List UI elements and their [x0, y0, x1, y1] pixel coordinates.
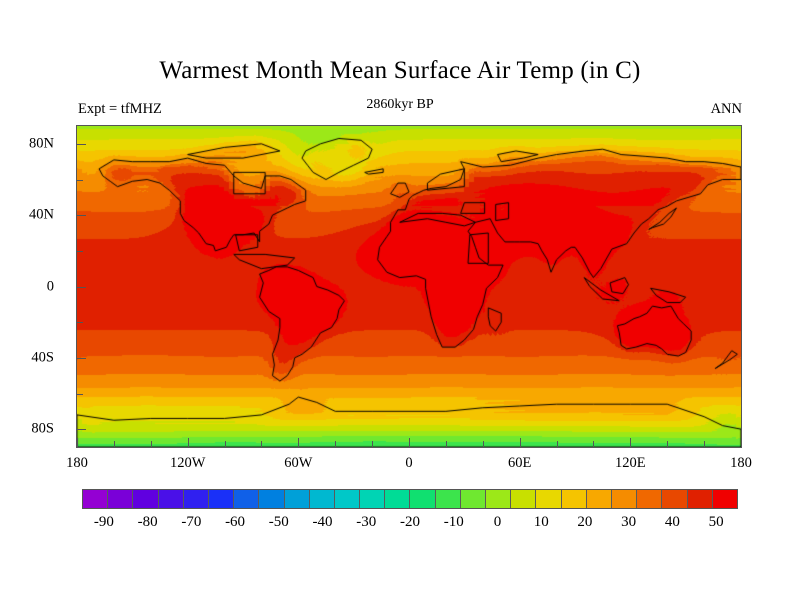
colorbar-swatch	[687, 490, 713, 508]
colorbar-swatch	[284, 490, 310, 508]
y-tick	[76, 322, 83, 324]
colorbar-tick-label: -40	[312, 514, 333, 530]
colorbar-swatch	[234, 490, 260, 508]
colorbar-tick-label: 20	[577, 514, 593, 530]
colorbar-tick-label: -70	[181, 514, 202, 530]
y-tick	[76, 179, 83, 181]
colorbar-tick-label: 10	[533, 514, 549, 530]
colorbar-swatch	[637, 490, 663, 508]
x-axis-label: 0	[405, 455, 413, 471]
x-axis-label: 60E	[507, 455, 532, 471]
colorbar-swatch	[586, 490, 612, 508]
x-tick	[150, 441, 152, 448]
page-title: Warmest Month Mean Surface Air Temp (in …	[159, 57, 641, 84]
x-tick	[298, 438, 300, 448]
colorbar-swatch	[385, 490, 411, 508]
y-axis-label: 40N	[29, 206, 54, 223]
y-axis-label: 0	[46, 278, 54, 294]
colorbar-swatch	[486, 490, 512, 508]
y-tick	[76, 429, 86, 431]
colorbar-swatch	[133, 490, 159, 508]
period-label: 2860kyr BP	[366, 97, 434, 112]
x-tick	[77, 438, 78, 448]
y-axis-label: 40S	[31, 349, 54, 366]
x-tick	[741, 438, 742, 448]
x-tick	[556, 441, 558, 448]
x-axis-label: 180	[730, 455, 752, 471]
colorbar-swatch	[108, 490, 134, 508]
colorbar-tick-label: -90	[93, 514, 114, 530]
x-tick	[261, 441, 263, 448]
colorbar-tick-label: -20	[400, 514, 420, 530]
colorbar-tick-label: -10	[443, 514, 464, 530]
colorbar-swatch	[309, 490, 335, 508]
colorbar-swatch	[561, 490, 587, 508]
x-tick	[519, 438, 521, 448]
experiment-label: Expt = tfMHZ	[78, 101, 162, 117]
colorbar-tick-label: -50	[268, 514, 289, 530]
y-axis-label: 80S	[31, 420, 54, 437]
x-tick	[113, 441, 115, 448]
colorbar-swatch	[83, 490, 109, 508]
x-axis-label: 120E	[615, 455, 646, 471]
x-tick	[335, 441, 337, 448]
colorbar-swatch	[410, 490, 436, 508]
colorbar-swatch	[511, 490, 537, 508]
colorbar-swatch	[360, 490, 386, 508]
x-tick	[630, 438, 632, 448]
colorbar-tick-label: 0	[493, 514, 502, 530]
colorbar-tick-label: 30	[621, 514, 637, 530]
x-tick	[372, 441, 374, 448]
x-tick	[445, 441, 447, 448]
temperature-heatmap	[77, 126, 741, 447]
x-tick	[704, 441, 706, 448]
y-axis-label: 80N	[29, 135, 54, 152]
y-tick	[76, 286, 86, 288]
colorbar-swatch	[611, 490, 638, 508]
y-tick	[76, 357, 86, 359]
y-tick	[76, 250, 83, 252]
colorbar-swatch	[435, 490, 461, 508]
colorbar-swatch	[712, 490, 737, 508]
x-tick	[224, 441, 226, 448]
colorbar-swatch	[334, 490, 361, 508]
x-axis-label: 60W	[284, 455, 313, 471]
season-label: ANN	[710, 101, 742, 117]
colorbar-tick-label: -80	[137, 514, 158, 530]
colorbar-swatch	[460, 490, 486, 508]
y-tick	[76, 143, 86, 145]
colorbar-swatch	[259, 490, 285, 508]
map-plot-area	[76, 125, 742, 448]
colorbar-tick-label: 50	[708, 514, 724, 530]
colorbar	[82, 489, 738, 509]
x-tick	[667, 441, 669, 448]
x-tick	[187, 438, 189, 448]
x-axis-label: 120W	[169, 455, 206, 471]
colorbar-swatch	[662, 490, 688, 508]
x-tick	[409, 438, 410, 448]
colorbar-swatch	[183, 490, 209, 508]
colorbar-swatch	[536, 490, 562, 508]
x-axis-label: 180	[66, 455, 88, 471]
colorbar-swatch	[158, 490, 184, 508]
x-tick	[593, 441, 595, 448]
colorbar-tick-label: -30	[356, 514, 377, 530]
colorbar-tick-label: -60	[225, 514, 246, 530]
colorbar-swatch	[208, 490, 235, 508]
y-tick	[76, 215, 86, 217]
colorbar-tick-label: 40	[664, 514, 680, 530]
y-tick	[76, 393, 83, 395]
x-tick	[482, 441, 484, 448]
